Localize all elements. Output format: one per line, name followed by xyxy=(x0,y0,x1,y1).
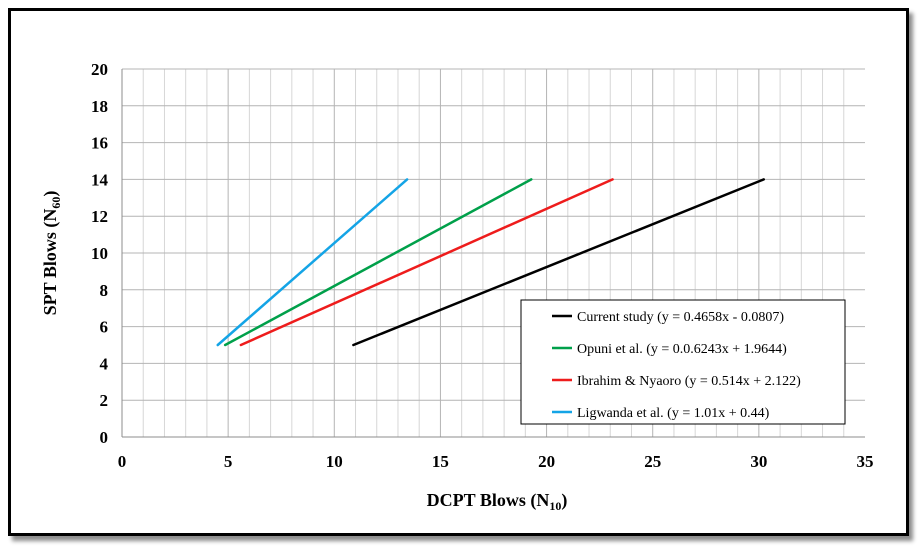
y-tick-label: 18 xyxy=(91,97,108,116)
y-tick-label: 12 xyxy=(91,207,108,226)
y-tick-label: 8 xyxy=(100,281,109,300)
y-tick-label: 4 xyxy=(100,354,109,373)
legend-box xyxy=(520,299,846,425)
legend-label: Ligwanda et al. (y = 1.01x + 0.44) xyxy=(577,406,770,421)
gridlines xyxy=(122,68,865,437)
y-tick-label: 14 xyxy=(91,170,109,189)
x-tick-label: 15 xyxy=(432,452,449,471)
series-line xyxy=(223,178,533,347)
series-line xyxy=(239,178,614,347)
y-tick-label: 0 xyxy=(100,428,109,447)
axes xyxy=(121,69,865,438)
legend-label: Current study (y = 0.4658x - 0.0807) xyxy=(577,310,784,325)
y-tick-label: 16 xyxy=(91,134,108,153)
x-axis-title: DCPT Blows (N10) xyxy=(427,490,568,513)
series-lines xyxy=(216,178,765,347)
tick-labels: 0 5 10 15 20 25 30 35 0 2 4 6 8 10 12 14 16 18 20 xyxy=(91,60,874,471)
x-tick-label: 0 xyxy=(118,452,127,471)
x-tick-label: 25 xyxy=(644,452,661,471)
x-tick-label: 35 xyxy=(857,452,874,471)
x-tick-label: 30 xyxy=(750,452,767,471)
legend-label: Opuni et al. (y = 0.0.6243x + 1.9644) xyxy=(577,342,787,357)
x-tick-label: 20 xyxy=(538,452,555,471)
legend: Current study (y = 0.4658x - 0.0807) Opun… xyxy=(520,299,846,425)
series-line xyxy=(352,178,765,347)
y-axis-title: SPT Blows (N60) xyxy=(40,191,63,316)
x-tick-label: 10 xyxy=(326,452,343,471)
x-tick-label: 5 xyxy=(224,452,233,471)
y-tick-label: 2 xyxy=(100,391,109,410)
y-tick-label: 20 xyxy=(91,60,108,79)
series-line xyxy=(216,178,409,347)
legend-label: Ibrahim & Nyaoro (y = 0.514x + 2.122) xyxy=(577,374,801,389)
y-tick-label: 10 xyxy=(91,244,108,263)
y-tick-label: 6 xyxy=(100,318,109,337)
